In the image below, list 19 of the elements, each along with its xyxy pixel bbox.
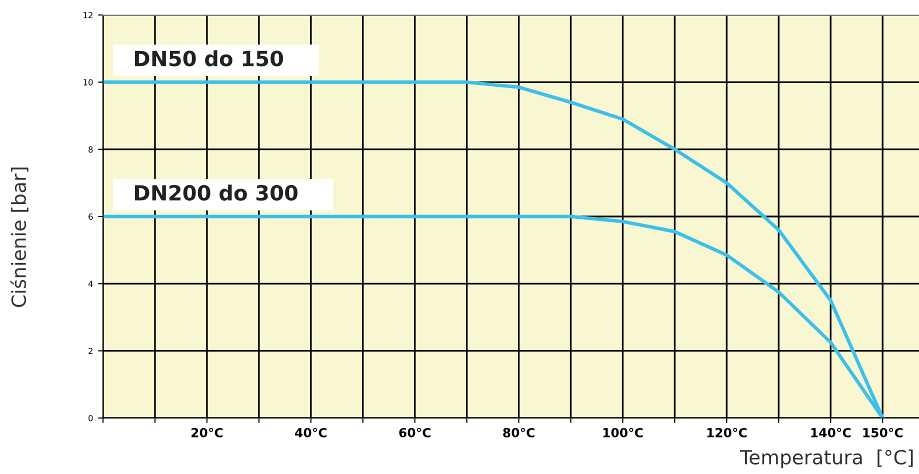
x-tick-label: 80°C (503, 428, 534, 438)
x-tick-label: 120°C (707, 428, 747, 438)
y-tick-label: 10 (84, 79, 93, 86)
y-axis-title: Ciśnienie [bar] (10, 168, 28, 307)
y-tick-label: 6 (88, 213, 93, 220)
y-tick-label: 0 (88, 414, 93, 422)
y-tick-label: 4 (88, 280, 93, 287)
x-tick-label: 60°C (399, 428, 430, 438)
x-axis-title: Temperatura [°C] (740, 449, 913, 468)
series-label: DN50 do 150 (135, 50, 284, 66)
series-label: DN200 do 300 (135, 184, 298, 201)
x-tick-label: 140°C (811, 428, 851, 438)
y-tick-label: 12 (84, 12, 92, 18)
x-tick-label: 150°C (863, 428, 903, 438)
x-tick-label: 20°C (192, 428, 223, 438)
x-tick-label: 100°C (603, 428, 643, 438)
x-tick-label: 40°C (295, 428, 327, 438)
y-tick-label: 8 (88, 146, 93, 153)
y-tick-label: 2 (88, 348, 92, 354)
